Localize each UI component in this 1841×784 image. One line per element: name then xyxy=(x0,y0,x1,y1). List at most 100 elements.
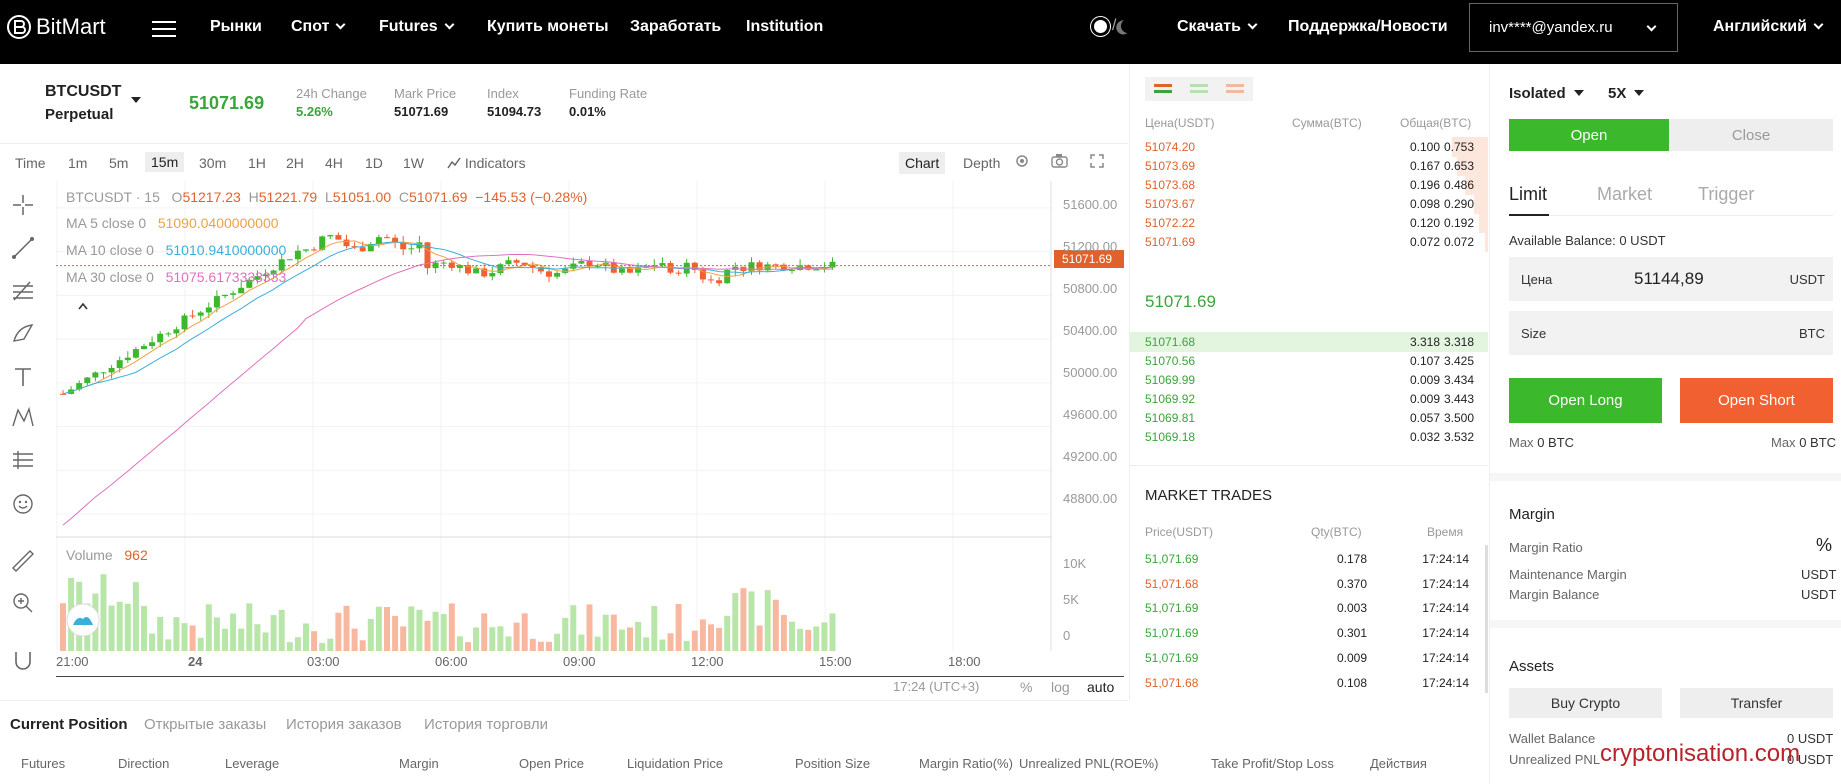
interval-2h[interactable]: 2H xyxy=(286,155,304,171)
transfer-button[interactable]: Transfer xyxy=(1680,688,1833,718)
bid-row[interactable]: 51071.68 3.318 3.318 xyxy=(1130,332,1488,352)
nav-support[interactable]: Поддержка/Новости xyxy=(1288,18,1448,35)
nav-download[interactable]: Скачать xyxy=(1177,18,1258,36)
ma5-legend[interactable]: MA 5 close 0 51090.0400000000 xyxy=(66,215,279,231)
price-value[interactable]: 51144,89 xyxy=(1634,269,1704,288)
bitmart-logo[interactable]: BitMart xyxy=(6,14,106,40)
scrollbar[interactable] xyxy=(1485,545,1488,693)
leverage-select[interactable]: 5X xyxy=(1608,85,1645,102)
symbol-name[interactable]: BTCUSDT xyxy=(45,83,122,100)
timezone-label[interactable]: 17:24 (UTC+3) xyxy=(893,679,980,694)
ask-row[interactable]: 51072.22 0.120 0.192 xyxy=(1130,213,1488,233)
volume-bar xyxy=(643,637,650,651)
price-input[interactable]: Цена 51144,89 USDT xyxy=(1509,257,1833,301)
interval-4h[interactable]: 4H xyxy=(325,155,343,171)
user-account-dropdown[interactable]: inv****@yandex.ru xyxy=(1469,3,1678,52)
depth-tab[interactable]: Depth xyxy=(963,155,1001,171)
nav-spot[interactable]: Спот xyxy=(291,18,346,36)
fullscreen-icon[interactable] xyxy=(1090,154,1104,168)
trade-price: 51,071.69 xyxy=(1145,650,1199,665)
ask-row[interactable]: 51073.69 0.167 0.653 xyxy=(1130,156,1488,176)
bid-row[interactable]: 51069.99 0.009 3.434 xyxy=(1130,370,1488,390)
nav-futures[interactable]: Futures xyxy=(379,18,455,36)
interval-15m[interactable]: 15m xyxy=(145,152,185,172)
ask-row[interactable]: 51073.67 0.098 0.290 xyxy=(1130,194,1488,214)
tab-trade-history[interactable]: История торговли xyxy=(424,716,548,733)
interval-1w[interactable]: 1W xyxy=(403,155,424,171)
bid-row[interactable]: 51069.18 0.032 3.532 xyxy=(1130,427,1488,447)
pattern-icon[interactable] xyxy=(10,405,36,431)
camera-icon[interactable] xyxy=(1051,153,1068,168)
fib-icon[interactable] xyxy=(10,278,36,304)
collapse-legend-icon[interactable] xyxy=(77,298,89,310)
indicators-button[interactable]: Indicators xyxy=(447,155,526,171)
bid-row[interactable]: 51069.81 0.057 3.500 xyxy=(1130,408,1488,428)
interval-time[interactable]: Time xyxy=(15,155,46,171)
interval-1h[interactable]: 1H xyxy=(248,155,266,171)
ruler-icon[interactable] xyxy=(10,548,36,574)
language-selector[interactable]: Английский xyxy=(1713,18,1824,36)
nav-buy-crypto[interactable]: Купить монеты xyxy=(487,18,609,35)
ma10-legend[interactable]: MA 10 close 0 51010.9410000000 xyxy=(66,242,287,258)
interval-5m[interactable]: 5m xyxy=(109,155,129,171)
wallet-balance-value: 0 USDT xyxy=(1787,731,1834,746)
bid-row[interactable]: 51069.92 0.009 3.443 xyxy=(1130,389,1488,409)
ask-row[interactable]: 51071.69 0.072 0.072 xyxy=(1130,232,1488,252)
price-chart[interactable] xyxy=(56,181,1056,681)
caret-down-icon[interactable] xyxy=(131,97,141,103)
magnet-icon[interactable] xyxy=(10,648,36,674)
theme-toggle[interactable]: / xyxy=(1094,17,1135,35)
margin-mode-select[interactable]: Isolated xyxy=(1509,85,1584,102)
chevron-down-icon xyxy=(1247,19,1258,30)
order-type-trigger[interactable]: Trigger xyxy=(1698,184,1755,204)
scale-percent[interactable]: % xyxy=(1020,679,1033,695)
ohlc-readout: BTCUSDT · 15 O51217.23 H51221.79 L51051.… xyxy=(66,189,588,205)
ask-row[interactable]: 51073.68 0.196 0.486 xyxy=(1130,175,1488,195)
interval-1m[interactable]: 1m xyxy=(68,155,88,171)
close-tab[interactable]: Close xyxy=(1669,119,1833,151)
measure-icon[interactable] xyxy=(10,447,36,473)
nav-earn[interactable]: Заработать xyxy=(630,18,722,35)
trendline-icon[interactable] xyxy=(10,235,36,261)
emoji-icon[interactable] xyxy=(10,491,36,517)
orderbook-bids-icon[interactable] xyxy=(1188,82,1210,96)
depth-bar xyxy=(1474,194,1488,214)
orderbook-asks-icon[interactable] xyxy=(1224,82,1246,96)
order-type-limit[interactable]: Limit xyxy=(1509,184,1548,204)
tab-open-orders[interactable]: Открытые заказы xyxy=(144,716,267,733)
interval-1d[interactable]: 1D xyxy=(365,155,383,171)
size-input[interactable]: Size BTC xyxy=(1509,311,1833,355)
scale-log[interactable]: log xyxy=(1051,679,1070,695)
volume-bar xyxy=(448,603,455,651)
tab-order-history[interactable]: История заказов xyxy=(286,716,402,733)
brush-icon[interactable] xyxy=(10,321,36,347)
settings-icon[interactable] xyxy=(1014,153,1030,169)
ask-row[interactable]: 51074.20 0.100 0.753 xyxy=(1130,137,1488,157)
tradingview-logo[interactable] xyxy=(66,603,100,637)
tab-current-position[interactable]: Current Position xyxy=(10,716,128,733)
ma30-legend[interactable]: MA 30 close 0 51075.6173333333 xyxy=(66,269,287,285)
bitmart-logo-icon xyxy=(7,15,31,39)
orderbook-both-icon[interactable] xyxy=(1152,82,1174,96)
buy-crypto-button[interactable]: Buy Crypto xyxy=(1509,688,1662,718)
nav-institution[interactable]: Institution xyxy=(746,18,824,35)
crosshair-icon[interactable] xyxy=(10,192,36,218)
trade-time: 17:24:14 xyxy=(1422,675,1469,690)
trade-row: 51,071.69 0.301 17:24:14 xyxy=(1130,623,1488,643)
order-type-market[interactable]: Market xyxy=(1597,184,1653,204)
chart-tab[interactable]: Chart xyxy=(899,152,946,174)
scale-auto[interactable]: auto xyxy=(1087,679,1115,695)
open-short-button[interactable]: Open Short xyxy=(1680,378,1833,423)
interval-30m[interactable]: 30m xyxy=(199,155,227,171)
nav-markets[interactable]: Рынки xyxy=(210,18,262,35)
symbol-type[interactable]: Perpetual xyxy=(45,106,114,123)
zoom-in-icon[interactable] xyxy=(10,590,36,616)
text-icon[interactable] xyxy=(10,364,36,390)
menu-icon[interactable] xyxy=(152,16,176,38)
open-tab[interactable]: Open xyxy=(1509,119,1669,151)
open-long-button[interactable]: Open Long xyxy=(1509,378,1662,423)
bid-row[interactable]: 51070.56 0.107 3.425 xyxy=(1130,351,1488,371)
volume-bar xyxy=(456,636,463,651)
vol-axis-label: 10K xyxy=(1063,556,1087,571)
y-axis-label: 50000.00 xyxy=(1063,365,1118,380)
